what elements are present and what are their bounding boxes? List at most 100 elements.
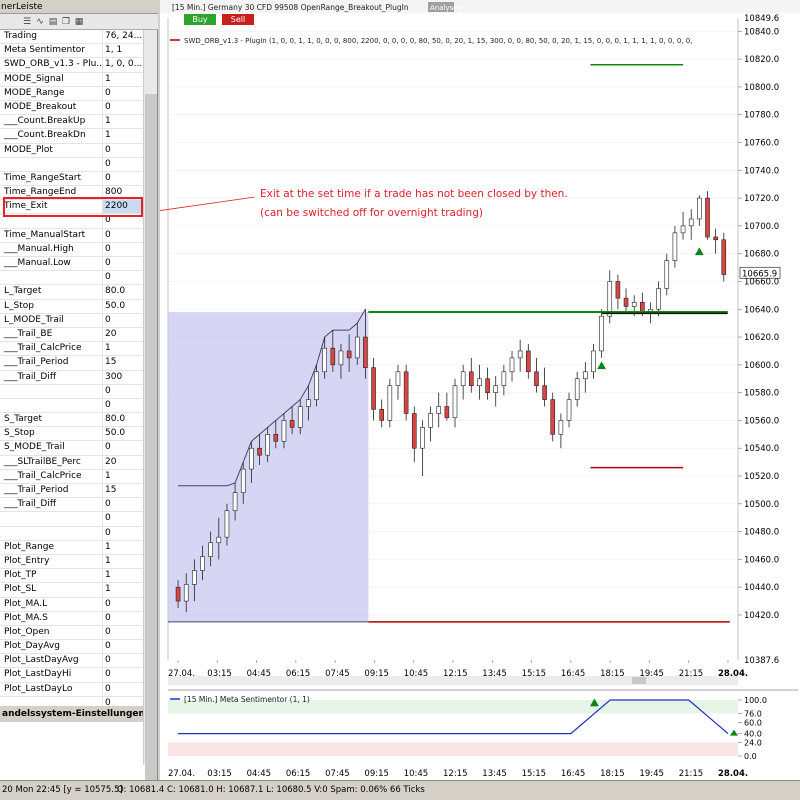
param-row[interactable]: MODE_Plot 0 xyxy=(0,143,143,158)
param-row[interactable]: ___Trail_Diff 0 xyxy=(0,498,143,513)
param-value[interactable]: 1 xyxy=(105,570,111,581)
param-value[interactable]: 20 xyxy=(105,456,117,467)
param-row[interactable]: Plot_Range 1 xyxy=(0,540,143,555)
param-value[interactable]: 1 xyxy=(105,470,111,481)
param-value[interactable]: 50.0 xyxy=(105,300,126,311)
param-row[interactable]: L_MODE_Trail 0 xyxy=(0,313,143,328)
param-value[interactable]: 0 xyxy=(105,144,111,155)
param-row[interactable]: MODE_Range 0 xyxy=(0,86,143,101)
param-row[interactable]: ___Trail_Diff 300 xyxy=(0,370,143,385)
param-row[interactable]: 0 xyxy=(0,214,143,229)
param-row[interactable]: Plot_MA.L 0 xyxy=(0,597,143,612)
param-row[interactable]: 0 xyxy=(0,512,143,527)
param-value[interactable]: 1 xyxy=(105,555,111,566)
param-row[interactable]: ___Trail_CalcPrice 1 xyxy=(0,469,143,484)
sell-button[interactable]: Sell xyxy=(222,14,254,25)
param-value[interactable]: 0 xyxy=(105,612,111,623)
param-row[interactable]: L_Stop 50.0 xyxy=(0,299,143,314)
param-value[interactable]: 0 xyxy=(105,272,111,283)
param-value[interactable]: 0 xyxy=(105,669,111,680)
param-value[interactable]: 0 xyxy=(105,158,111,169)
param-value[interactable]: 0 xyxy=(105,499,111,510)
param-value[interactable]: 0 xyxy=(105,683,111,694)
param-row[interactable]: ___Manual.High 0 xyxy=(0,242,143,257)
param-row[interactable]: Time_RangeStart 0 xyxy=(0,171,143,187)
param-row[interactable]: ___Manual.Low 0 xyxy=(0,257,143,272)
param-row[interactable]: 0 xyxy=(0,271,143,286)
buy-button[interactable]: Buy xyxy=(184,14,216,25)
param-value[interactable]: 15 xyxy=(105,357,117,368)
param-row[interactable]: ___Count.BreakUp 1 xyxy=(0,115,143,130)
param-row[interactable]: ___Trail_Period 15 xyxy=(0,484,143,499)
param-row[interactable]: ___Trail_BE 20 xyxy=(0,327,143,343)
param-value[interactable]: 800 xyxy=(105,187,123,198)
param-value[interactable]: 2200 xyxy=(103,200,143,214)
param-value[interactable]: 1 xyxy=(105,116,111,127)
param-row[interactable]: ___Trail_CalcPrice 1 xyxy=(0,342,143,357)
param-row[interactable]: Meta Sentimentor 1, 1 xyxy=(0,44,143,59)
param-row[interactable]: Plot_Open 0 xyxy=(0,625,143,641)
param-value[interactable]: 0 xyxy=(105,626,111,637)
param-value[interactable]: 0 xyxy=(105,101,111,112)
param-value[interactable]: 80.0 xyxy=(105,414,126,425)
param-value[interactable]: 0 xyxy=(105,243,111,254)
param-row[interactable]: Plot_DayAvg 0 xyxy=(0,640,143,655)
print-icon[interactable]: ▤ xyxy=(48,16,58,27)
param-value[interactable]: 20 xyxy=(105,328,117,339)
param-row[interactable]: ___SLTrailBE_Perc 20 xyxy=(0,455,143,470)
param-row[interactable]: Plot_TP 1 xyxy=(0,569,143,584)
chart-canvas[interactable]: [15 Min.] Germany 30 CFD 99508 OpenRange… xyxy=(142,0,800,780)
param-row[interactable]: Plot_LastDayHi 0 xyxy=(0,668,143,683)
param-row[interactable]: Plot_Entry 1 xyxy=(0,554,143,570)
param-value[interactable]: 0 xyxy=(105,215,111,226)
param-row[interactable]: ___Trail_Period 15 xyxy=(0,356,143,371)
param-value[interactable]: 1, 1 xyxy=(105,45,123,56)
param-value[interactable]: 0 xyxy=(105,697,111,708)
param-value[interactable]: 0 xyxy=(105,598,111,609)
copy-icon[interactable]: ❐ xyxy=(61,16,71,27)
param-value[interactable]: 0 xyxy=(105,527,111,538)
param-row[interactable]: MODE_Signal 1 xyxy=(0,72,143,87)
param-value[interactable]: 1 xyxy=(105,541,111,552)
param-row[interactable]: SWD_ORB_v1.3 - Plu... 1, 0, 0... xyxy=(0,58,143,73)
param-value[interactable]: 1 xyxy=(105,343,111,354)
param-value[interactable]: 0 xyxy=(105,399,111,410)
param-value[interactable]: 300 xyxy=(105,371,123,382)
param-value[interactable]: 1, 0, 0... xyxy=(105,59,143,70)
panel-scrollbar[interactable] xyxy=(143,30,157,794)
param-row[interactable]: S_Stop 50.0 xyxy=(0,427,143,442)
param-value[interactable]: 0 xyxy=(105,641,111,652)
param-row[interactable]: Plot_LastDayLo 0 xyxy=(0,682,143,697)
param-row[interactable]: 0 xyxy=(0,526,143,541)
panel-footer[interactable]: andelssystem-Einstellungen xyxy=(0,706,143,722)
param-row[interactable]: 0 xyxy=(0,384,143,399)
param-value[interactable]: 0 xyxy=(105,172,111,183)
param-row[interactable]: Trading 76, 24... xyxy=(0,30,143,45)
param-value[interactable]: 80.0 xyxy=(105,286,126,297)
param-row[interactable]: Time_ManualStart 0 xyxy=(0,228,143,243)
param-row[interactable]: Plot_MA.S 0 xyxy=(0,611,143,626)
settings-icon[interactable]: ▦ xyxy=(74,16,84,27)
param-value[interactable]: 0 xyxy=(105,258,111,268)
param-value[interactable]: 1 xyxy=(105,584,111,595)
chart-icon[interactable]: ∿ xyxy=(36,16,44,27)
param-row[interactable]: L_Target 80.0 xyxy=(0,285,143,300)
param-value[interactable]: 50.0 xyxy=(105,428,126,439)
param-value[interactable]: 0 xyxy=(105,229,111,240)
param-row[interactable]: S_MODE_Trail 0 xyxy=(0,441,143,456)
param-row[interactable]: Plot_SL 1 xyxy=(0,583,143,598)
param-value[interactable]: 0 xyxy=(105,655,111,666)
param-row[interactable]: MODE_Breakout 0 xyxy=(0,100,143,116)
param-row[interactable]: S_Target 80.0 xyxy=(0,413,143,428)
param-row[interactable]: 0 xyxy=(0,398,143,414)
chart-area[interactable]: [15 Min.] Germany 30 CFD 99508 OpenRange… xyxy=(142,0,800,780)
param-row[interactable]: Plot_LastDayAvg 0 xyxy=(0,654,143,669)
param-value[interactable]: 76, 24... xyxy=(105,31,143,41)
param-row[interactable]: 0 xyxy=(0,157,143,172)
param-row[interactable]: Time_RangeEnd 800 xyxy=(0,186,143,201)
param-row[interactable]: Time_Exit 2200 xyxy=(0,200,143,215)
param-value[interactable]: 0 xyxy=(105,385,111,396)
param-row[interactable]: ___Count.BreakDn 1 xyxy=(0,129,143,144)
param-value[interactable]: 0 xyxy=(105,87,111,98)
param-value[interactable]: 0 xyxy=(105,442,111,453)
